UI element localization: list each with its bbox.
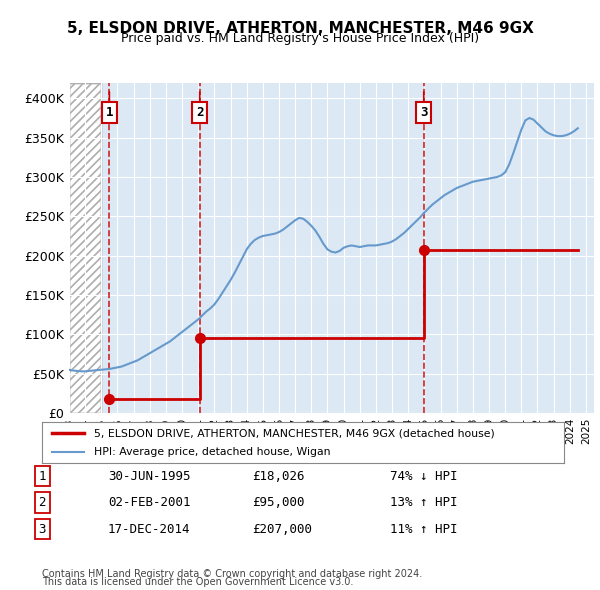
Text: Contains HM Land Registry data © Crown copyright and database right 2024.: Contains HM Land Registry data © Crown c…: [42, 569, 422, 579]
Text: £95,000: £95,000: [252, 496, 305, 509]
Text: 3: 3: [38, 523, 46, 536]
Text: 74% ↓ HPI: 74% ↓ HPI: [390, 470, 458, 483]
Text: 1: 1: [38, 470, 46, 483]
Text: Price paid vs. HM Land Registry's House Price Index (HPI): Price paid vs. HM Land Registry's House …: [121, 32, 479, 45]
Text: 2: 2: [196, 106, 203, 119]
Text: £18,026: £18,026: [252, 470, 305, 483]
Text: 30-JUN-1995: 30-JUN-1995: [108, 470, 191, 483]
Text: 5, ELSDON DRIVE, ATHERTON, MANCHESTER, M46 9GX (detached house): 5, ELSDON DRIVE, ATHERTON, MANCHESTER, M…: [94, 428, 495, 438]
Text: 3: 3: [420, 106, 427, 119]
Text: 1: 1: [106, 106, 113, 119]
Text: £207,000: £207,000: [252, 523, 312, 536]
Bar: [69, 83, 101, 413]
Text: 11% ↑ HPI: 11% ↑ HPI: [390, 523, 458, 536]
Text: 13% ↑ HPI: 13% ↑ HPI: [390, 496, 458, 509]
Bar: [69, 83, 101, 413]
Text: 02-FEB-2001: 02-FEB-2001: [108, 496, 191, 509]
Text: HPI: Average price, detached house, Wigan: HPI: Average price, detached house, Wiga…: [94, 447, 331, 457]
Text: 2: 2: [38, 496, 46, 509]
Text: 5, ELSDON DRIVE, ATHERTON, MANCHESTER, M46 9GX: 5, ELSDON DRIVE, ATHERTON, MANCHESTER, M…: [67, 21, 533, 35]
Text: This data is licensed under the Open Government Licence v3.0.: This data is licensed under the Open Gov…: [42, 577, 353, 587]
Text: 17-DEC-2014: 17-DEC-2014: [108, 523, 191, 536]
